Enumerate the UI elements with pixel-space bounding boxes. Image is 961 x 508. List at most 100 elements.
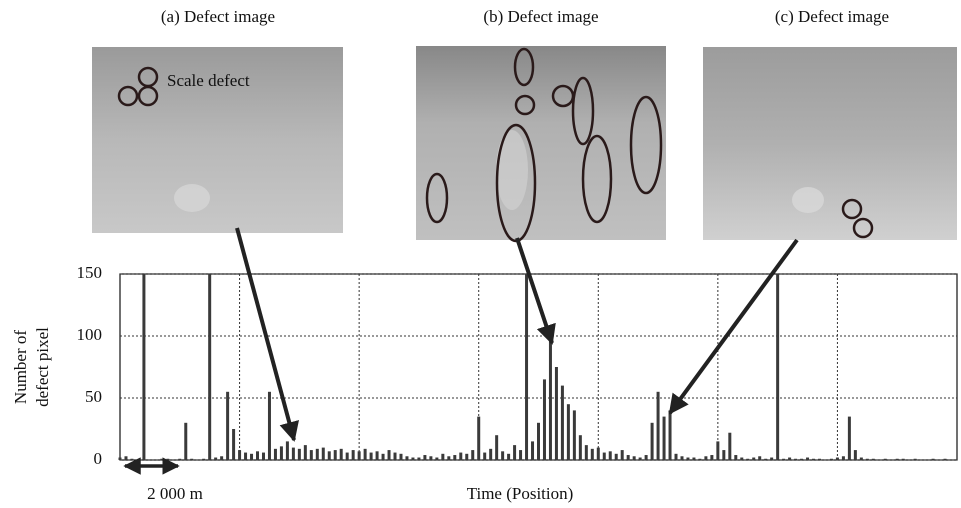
bar xyxy=(267,391,271,460)
bar xyxy=(746,458,750,460)
bar xyxy=(788,457,792,460)
bar xyxy=(471,450,475,460)
bar xyxy=(525,274,529,460)
bar xyxy=(548,336,552,460)
bar xyxy=(441,453,445,460)
bar xyxy=(375,451,379,460)
bar xyxy=(495,435,499,460)
bar xyxy=(279,446,283,460)
bar xyxy=(220,456,224,460)
bar xyxy=(734,455,738,460)
bar xyxy=(865,458,869,460)
y-tick-label: 150 xyxy=(77,263,103,282)
bar xyxy=(327,451,331,460)
y-tick-label: 50 xyxy=(85,387,102,406)
panel-title: (b) Defect image xyxy=(483,7,598,26)
bar xyxy=(859,457,863,460)
bar xyxy=(806,457,810,460)
panel-title: (c) Defect image xyxy=(775,7,889,26)
bar xyxy=(393,452,397,460)
bar xyxy=(650,422,654,460)
bar xyxy=(895,458,899,460)
bar xyxy=(871,458,875,460)
bar xyxy=(578,435,582,460)
bar xyxy=(250,453,254,460)
bar xyxy=(178,458,182,460)
defect-image xyxy=(703,47,957,240)
bar xyxy=(244,452,248,460)
bar xyxy=(273,448,277,460)
bar xyxy=(453,455,457,460)
bar xyxy=(710,455,714,460)
bar xyxy=(531,441,535,460)
bar xyxy=(782,458,786,460)
bar xyxy=(351,450,355,460)
bar xyxy=(387,450,391,460)
bar xyxy=(662,416,666,460)
bar xyxy=(381,453,385,460)
panel-title: (a) Defect image xyxy=(161,7,275,26)
bar xyxy=(423,455,427,460)
bar xyxy=(363,448,367,460)
bar xyxy=(118,457,122,460)
bar xyxy=(130,458,134,460)
bar xyxy=(722,450,726,460)
bar xyxy=(566,404,570,460)
bar xyxy=(692,457,696,460)
bar xyxy=(190,458,194,460)
bar xyxy=(943,458,947,460)
y-tick-label: 100 xyxy=(77,325,103,344)
bar xyxy=(764,458,768,460)
bar xyxy=(602,452,606,460)
bar xyxy=(285,441,289,460)
bar xyxy=(560,385,564,460)
bar xyxy=(399,453,403,460)
bar xyxy=(465,453,469,460)
bar xyxy=(901,458,905,460)
bar xyxy=(542,379,546,460)
bar xyxy=(357,451,361,460)
bar xyxy=(238,450,242,460)
y-axis-label: defect pixel xyxy=(33,327,52,407)
y-tick-label: 0 xyxy=(94,449,103,468)
scale-label: 2 000 m xyxy=(147,484,203,503)
bar xyxy=(208,274,212,460)
bar xyxy=(590,448,594,460)
bar xyxy=(794,458,798,460)
bar xyxy=(405,456,409,460)
bar xyxy=(417,457,421,460)
bar xyxy=(686,457,690,460)
bar xyxy=(309,450,313,460)
defect-image xyxy=(92,47,343,233)
bar xyxy=(638,457,642,460)
bar xyxy=(817,458,821,460)
x-axis-label: Time (Position) xyxy=(467,484,574,503)
bar xyxy=(369,452,373,460)
bar xyxy=(232,429,236,460)
defect-image xyxy=(416,46,666,243)
bar xyxy=(913,458,917,460)
bar xyxy=(931,458,935,460)
bar xyxy=(184,422,188,460)
bar xyxy=(411,457,415,460)
bar xyxy=(435,457,439,460)
bar xyxy=(835,457,839,460)
bar xyxy=(537,422,540,460)
bar xyxy=(202,458,206,460)
bar xyxy=(752,457,756,460)
bar xyxy=(644,455,648,460)
bar xyxy=(214,457,218,460)
bar xyxy=(608,451,612,460)
bar xyxy=(297,448,301,460)
bar xyxy=(829,458,833,460)
bar xyxy=(584,445,588,460)
bar xyxy=(321,447,325,460)
bar xyxy=(841,456,845,460)
bar xyxy=(261,452,265,460)
bar xyxy=(674,453,678,460)
bar xyxy=(680,456,684,460)
bar xyxy=(853,450,857,460)
y-axis-label: Number of xyxy=(11,330,30,404)
